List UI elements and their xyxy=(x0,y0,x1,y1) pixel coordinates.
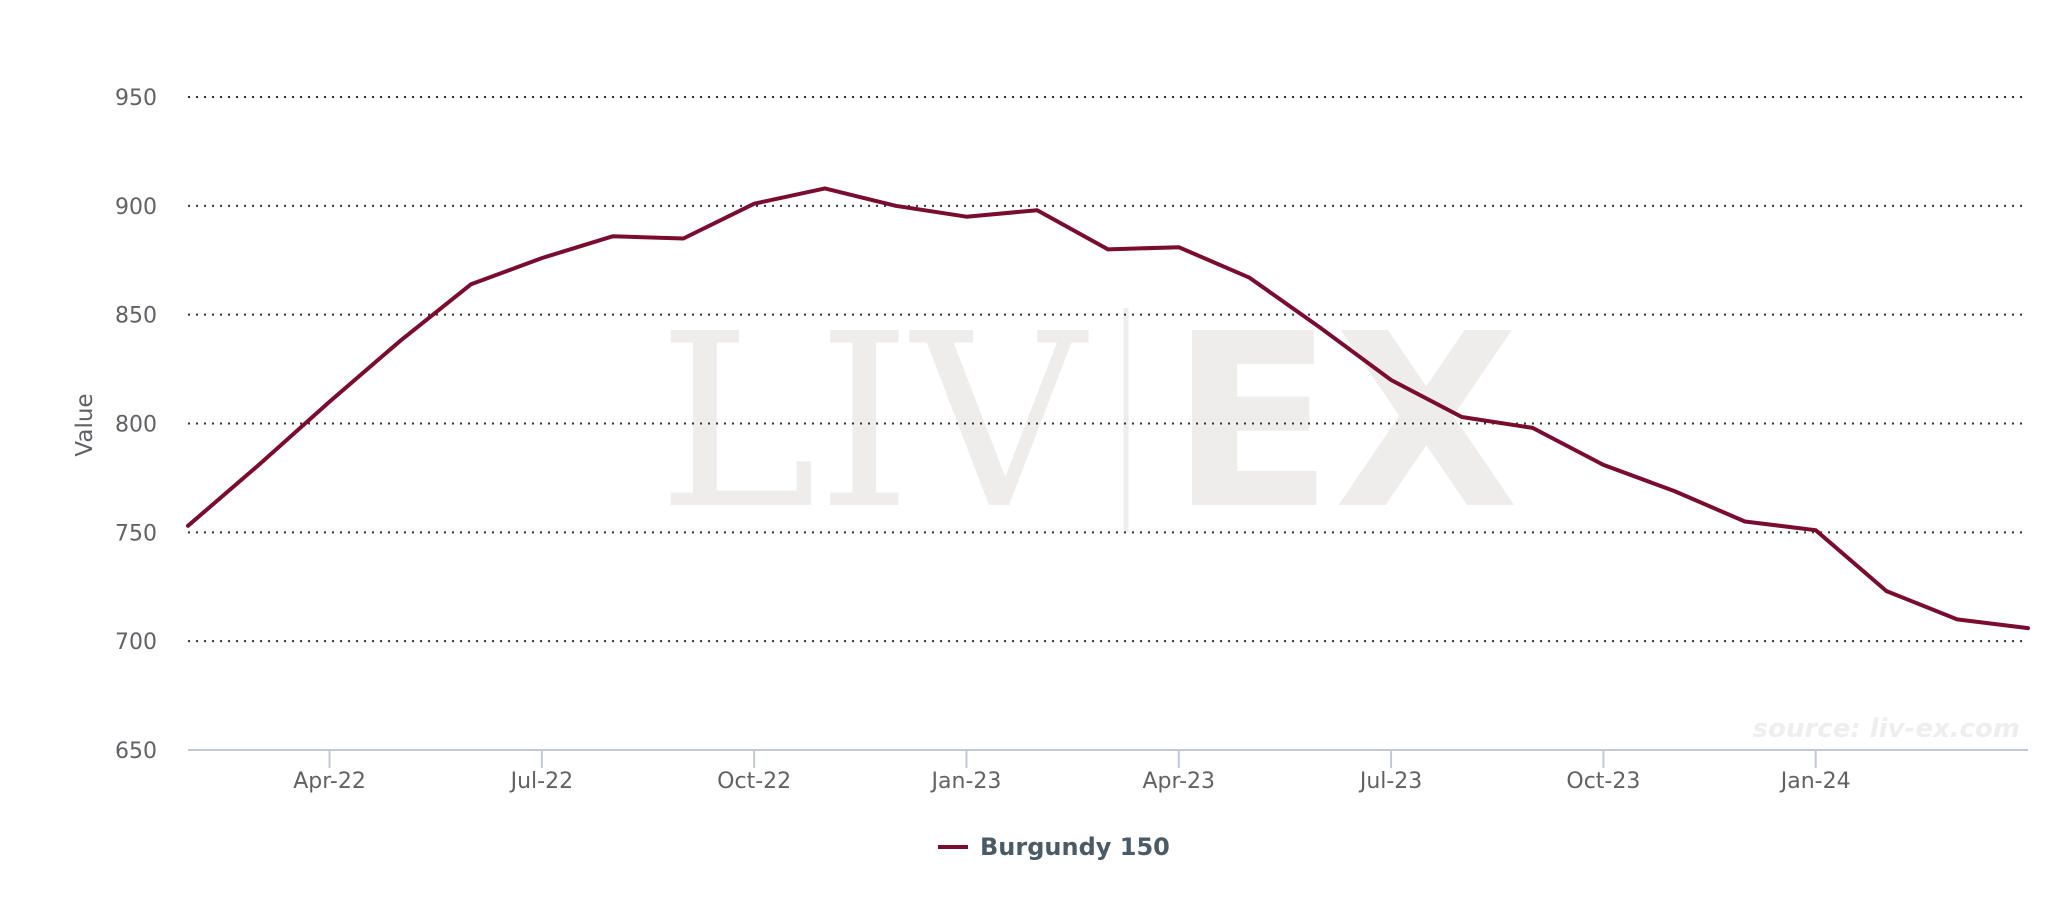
y-tick-label: 800 xyxy=(115,413,157,438)
series-line-burgundy-150 xyxy=(186,186,2030,631)
watermark-left: LIV xyxy=(658,282,1089,562)
x-tick-label: Jul-23 xyxy=(1358,769,1422,794)
y-axis-ticks: 650 700 750 800 850 900 950 xyxy=(115,86,157,764)
watermark: LIV EX xyxy=(658,282,1519,562)
x-tick-label: Jan-23 xyxy=(930,769,1002,794)
x-tick-label: Jan-24 xyxy=(1779,769,1851,794)
source-note: source: liv-ex.com xyxy=(1753,714,2020,744)
y-tick-label: 650 xyxy=(115,739,157,764)
x-tick-label: Oct-22 xyxy=(717,769,791,794)
legend-label[interactable]: Burgundy 150 xyxy=(980,833,1170,861)
y-tick-label: 850 xyxy=(115,304,157,329)
grid-lines xyxy=(188,96,2028,643)
y-tick-label: 750 xyxy=(115,521,157,546)
x-tick-label: Apr-23 xyxy=(1142,769,1215,794)
x-tick-label: Oct-23 xyxy=(1566,769,1640,794)
x-axis-ticks: Apr-22 Jul-22 Oct-22 Jan-23 Apr-23 Jul-23 Oct-… xyxy=(293,750,1851,794)
x-tick-label: Apr-22 xyxy=(293,769,366,794)
watermark-right: EX xyxy=(1170,282,1519,562)
y-tick-label: 950 xyxy=(115,86,157,111)
x-tick-label: Jul-22 xyxy=(509,769,573,794)
y-tick-label: 900 xyxy=(115,195,157,220)
legend[interactable]: Burgundy 150 xyxy=(938,833,1170,861)
y-axis-label: Value xyxy=(72,393,98,456)
y-tick-label: 700 xyxy=(115,630,157,655)
